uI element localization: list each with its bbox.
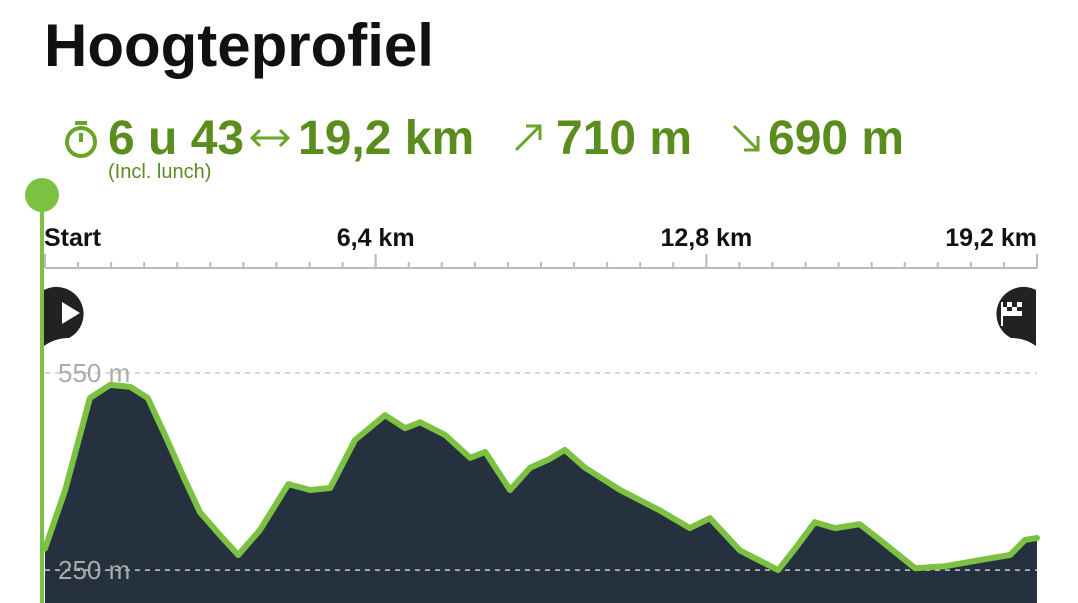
x-tick-label: 12,8 km (660, 224, 752, 252)
x-tick-label: 6,4 km (337, 224, 415, 252)
x-tick-label: Start (44, 224, 102, 252)
duration-note: (Incl. lunch) (108, 161, 211, 183)
y-tick-label: 250 m (58, 555, 130, 585)
descent: 690 m (768, 112, 904, 165)
descent-icon (732, 124, 760, 152)
elevation-area (45, 384, 1037, 603)
stopwatch-icon (65, 121, 97, 158)
ascent-icon (514, 124, 542, 152)
elevation-line (42, 381, 1040, 574)
ascent: 710 m (556, 112, 692, 165)
start-marker[interactable] (44, 286, 84, 346)
title: Hoogteprofiel (44, 12, 434, 79)
x-tick-label: 19,2 km (945, 224, 1037, 252)
finish-marker[interactable] (996, 286, 1036, 346)
position-handle[interactable] (25, 178, 59, 212)
distance: 19,2 km (298, 112, 474, 165)
duration: 6 u 43 (108, 112, 244, 165)
distance-icon (249, 128, 291, 148)
